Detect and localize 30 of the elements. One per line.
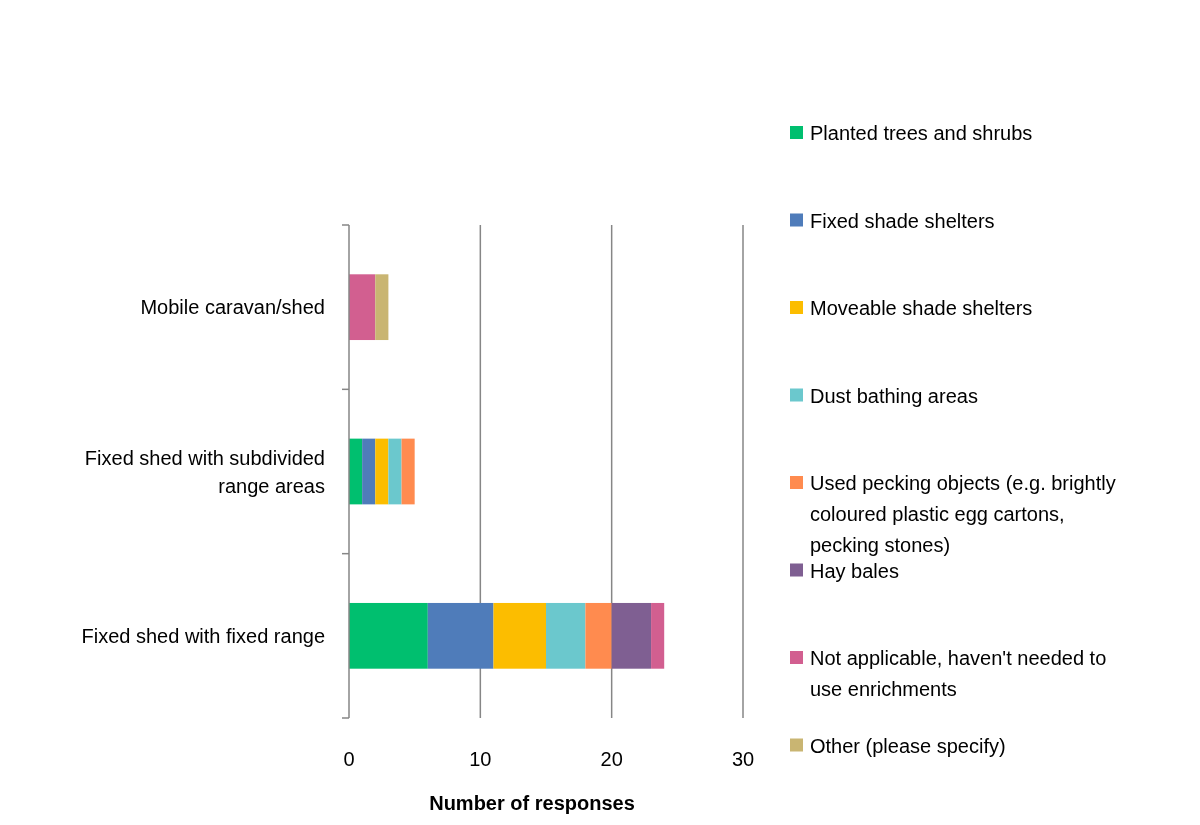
bar — [493, 602, 546, 669]
bar — [362, 438, 376, 505]
bar — [349, 438, 363, 505]
legend-label: Hay bales — [810, 559, 899, 582]
bar — [427, 602, 494, 669]
x-tick-label: 10 — [469, 748, 492, 770]
bar — [349, 274, 376, 341]
bar — [611, 602, 652, 669]
x-tick-label: 30 — [731, 748, 755, 770]
legend-label: Used pecking objects (e.g. brightly coloured plastic egg cartons, pecking stones) — [810, 472, 1116, 556]
bar — [546, 602, 586, 669]
legend-label: Other (please specify) — [810, 734, 1006, 757]
legend-label: Fixed shade shelters — [810, 209, 995, 232]
bar — [375, 274, 389, 341]
bar — [349, 602, 428, 669]
legend-label: Dust bathing areas — [810, 384, 978, 407]
bar — [388, 438, 402, 505]
x-tick-label: 0 — [343, 748, 355, 770]
y-tick-label: Fixed shed with subdivided range areas — [84, 446, 325, 497]
y-tick-label: Fixed shed with fixed range — [81, 624, 325, 647]
legend-label: Not applicable, haven't needed to use enrichments — [810, 647, 1107, 700]
bar — [585, 602, 612, 669]
bar — [401, 438, 415, 505]
legend-label: Moveable shade shelters — [810, 297, 1033, 319]
legend-label: Planted trees and shrubs — [810, 122, 1033, 144]
bar — [651, 602, 665, 669]
y-tick-label: Mobile caravan/shed — [140, 296, 325, 319]
x-tick-label: 20 — [600, 748, 623, 770]
x-axis-title: Number of responses — [429, 792, 635, 814]
bar — [375, 438, 389, 505]
